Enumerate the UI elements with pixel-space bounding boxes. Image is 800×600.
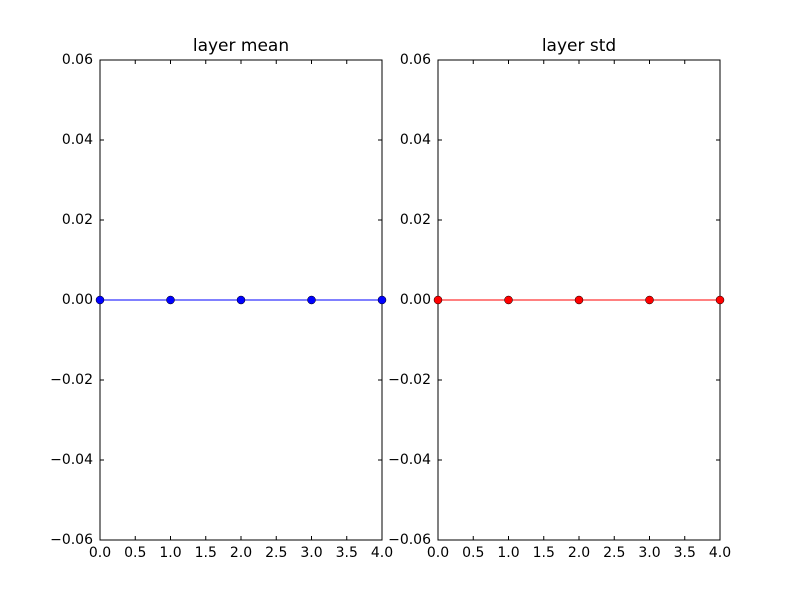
y-tick-label: 0.00 xyxy=(62,292,93,308)
y-tick-label: −0.04 xyxy=(50,452,93,468)
chart-title: layer mean xyxy=(193,36,289,56)
x-tick-label: 3.5 xyxy=(336,545,358,561)
x-tick-label: 4.0 xyxy=(709,545,731,561)
x-tick-label: 2.0 xyxy=(568,545,590,561)
marker xyxy=(166,295,175,305)
y-tick-label: 0.04 xyxy=(400,132,431,148)
y-tick-label: 0.04 xyxy=(62,132,93,148)
x-tick-label: 2.5 xyxy=(603,545,625,561)
x-tick-label: 0.0 xyxy=(427,545,449,561)
x-tick-label: 0.5 xyxy=(124,545,146,561)
y-tick-label: −0.06 xyxy=(50,532,93,548)
marker xyxy=(574,295,584,305)
marker xyxy=(377,295,387,305)
chart-title: layer std xyxy=(542,36,616,56)
marker xyxy=(307,295,316,305)
y-tick-label: 0.02 xyxy=(400,212,431,228)
x-tick-label: 1.0 xyxy=(497,545,519,561)
x-tick-label: 2.5 xyxy=(265,545,287,561)
x-tick-label: 0.0 xyxy=(89,545,111,561)
x-tick-label: 1.0 xyxy=(159,545,181,561)
y-tick-label: −0.04 xyxy=(388,452,431,468)
marker xyxy=(236,295,246,305)
marker xyxy=(645,295,654,305)
y-tick-label: 0.06 xyxy=(400,52,431,68)
x-tick-label: 2.0 xyxy=(230,545,252,561)
marker xyxy=(715,295,725,305)
y-tick-label: 0.06 xyxy=(62,52,93,68)
marker xyxy=(504,295,513,305)
x-tick-label: 1.5 xyxy=(533,545,555,561)
y-tick-label: 0.00 xyxy=(400,292,431,308)
x-tick-label: 3.0 xyxy=(300,545,322,561)
x-tick-label: 3.0 xyxy=(638,545,660,561)
x-tick-label: 4.0 xyxy=(371,545,393,561)
x-tick-label: 3.5 xyxy=(674,545,696,561)
y-tick-label: −0.02 xyxy=(388,372,431,388)
x-tick-label: 1.5 xyxy=(195,545,217,561)
marker xyxy=(95,295,105,305)
marker xyxy=(433,295,443,305)
y-tick-label: −0.06 xyxy=(388,532,431,548)
x-tick-label: 0.5 xyxy=(462,545,484,561)
y-tick-label: 0.02 xyxy=(62,212,93,228)
y-tick-label: −0.02 xyxy=(50,372,93,388)
